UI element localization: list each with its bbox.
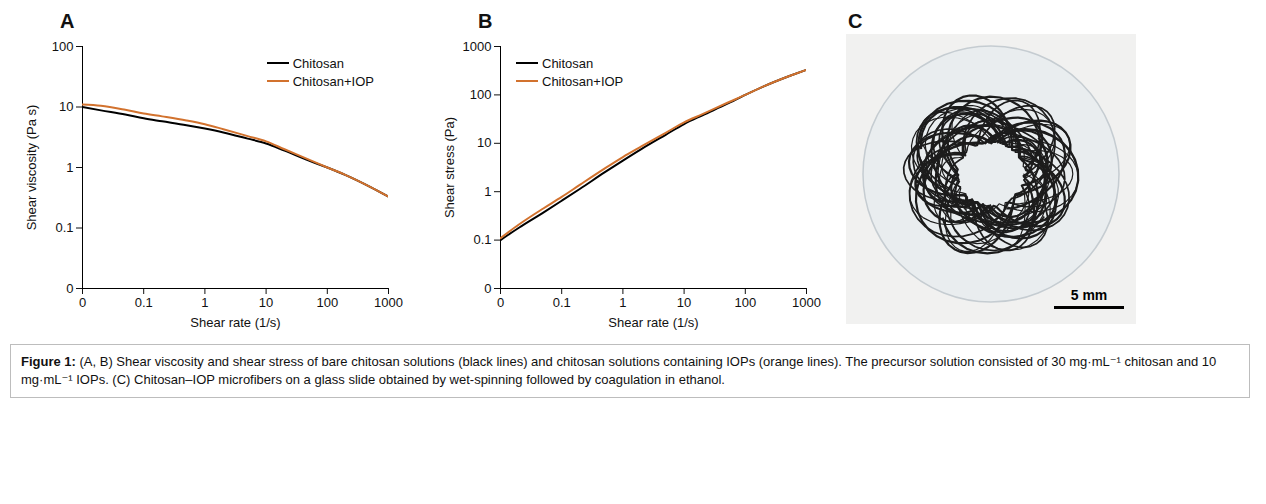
svg-text:Shear rate (1/s): Shear rate (1/s) xyxy=(190,315,280,330)
svg-text:0: 0 xyxy=(484,281,491,296)
svg-text:Shear viscosity (Pa s): Shear viscosity (Pa s) xyxy=(24,105,39,231)
svg-text:100: 100 xyxy=(470,87,492,102)
svg-text:100: 100 xyxy=(316,295,338,310)
svg-text:1: 1 xyxy=(66,160,73,175)
html-text:Chitosan: Chitosan xyxy=(542,55,594,71)
svg-text:0: 0 xyxy=(79,295,86,310)
svg-text:1: 1 xyxy=(619,295,626,310)
svg-text:10: 10 xyxy=(259,295,273,310)
svg-text:1000: 1000 xyxy=(792,295,821,310)
svg-text:0.1: 0.1 xyxy=(55,220,73,235)
html-text:B: B xyxy=(478,10,493,32)
html-text:Chitosan+IOP: Chitosan+IOP xyxy=(542,73,624,89)
svg-text:100: 100 xyxy=(52,39,74,54)
svg-text:0: 0 xyxy=(497,295,504,310)
svg-text:1: 1 xyxy=(201,295,208,310)
svg-text:5 mm: 5 mm xyxy=(1071,287,1108,303)
svg-text:0.1: 0.1 xyxy=(473,232,491,247)
svg-text:1: 1 xyxy=(484,184,491,199)
svg-text:1000: 1000 xyxy=(463,39,492,54)
svg-text:10: 10 xyxy=(59,99,73,114)
html-text:C: C xyxy=(848,10,863,32)
svg-text:0: 0 xyxy=(66,281,73,296)
html-text:Figure 1: (A, B) Shear viscosi: Figure 1: (A, B) Shear viscosity and she… xyxy=(21,354,1217,387)
svg-text:0.1: 0.1 xyxy=(135,295,153,310)
svg-text:Shear rate (1/s): Shear rate (1/s) xyxy=(608,315,698,330)
html-text:A: A xyxy=(60,10,75,32)
svg-text:10: 10 xyxy=(477,135,491,150)
html-text:Chitosan+IOP: Chitosan+IOP xyxy=(292,73,374,89)
svg-text:Shear stress (Pa): Shear stress (Pa) xyxy=(442,117,457,218)
svg-text:100: 100 xyxy=(734,295,756,310)
html-text:Chitosan: Chitosan xyxy=(292,55,344,71)
svg-text:1000: 1000 xyxy=(374,295,403,310)
svg-text:10: 10 xyxy=(677,295,691,310)
svg-text:0.1: 0.1 xyxy=(553,295,571,310)
